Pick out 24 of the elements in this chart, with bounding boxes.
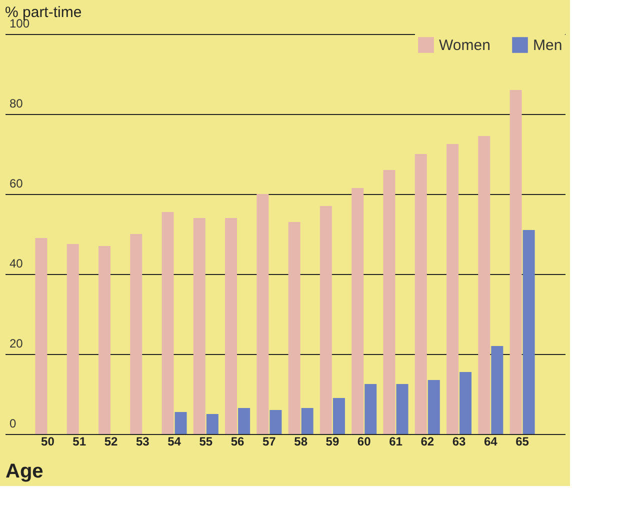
- x-tick-label: 61: [389, 434, 403, 448]
- x-axis-title: Age: [6, 460, 44, 482]
- legend-label: Men: [533, 37, 562, 54]
- y-tick-label: 20: [10, 336, 24, 350]
- x-tick-label: 52: [104, 434, 118, 448]
- x-tick-label: 54: [168, 434, 182, 448]
- y-tick-label: 40: [10, 256, 24, 270]
- x-tick-label: 50: [41, 434, 55, 448]
- x-tick-label: 60: [357, 434, 372, 448]
- x-tick-label: 63: [452, 434, 466, 448]
- legend-label: Women: [439, 37, 490, 54]
- x-tick-label: 57: [262, 434, 276, 448]
- x-tick-label: 58: [294, 434, 308, 448]
- y-tick-label: 0: [10, 416, 16, 430]
- x-tick-label: 62: [420, 434, 434, 448]
- y-tick-label: 80: [10, 96, 24, 110]
- y-tick-label: 60: [10, 176, 24, 190]
- x-tick-label: 59: [326, 434, 340, 448]
- x-tick-label: 64: [484, 434, 498, 448]
- x-tick-label: 65: [516, 434, 530, 448]
- x-tick-label: 51: [72, 434, 86, 448]
- x-tick-label: 56: [230, 434, 245, 448]
- x-tick-label: 53: [136, 434, 150, 448]
- x-tick-label: 55: [199, 434, 213, 448]
